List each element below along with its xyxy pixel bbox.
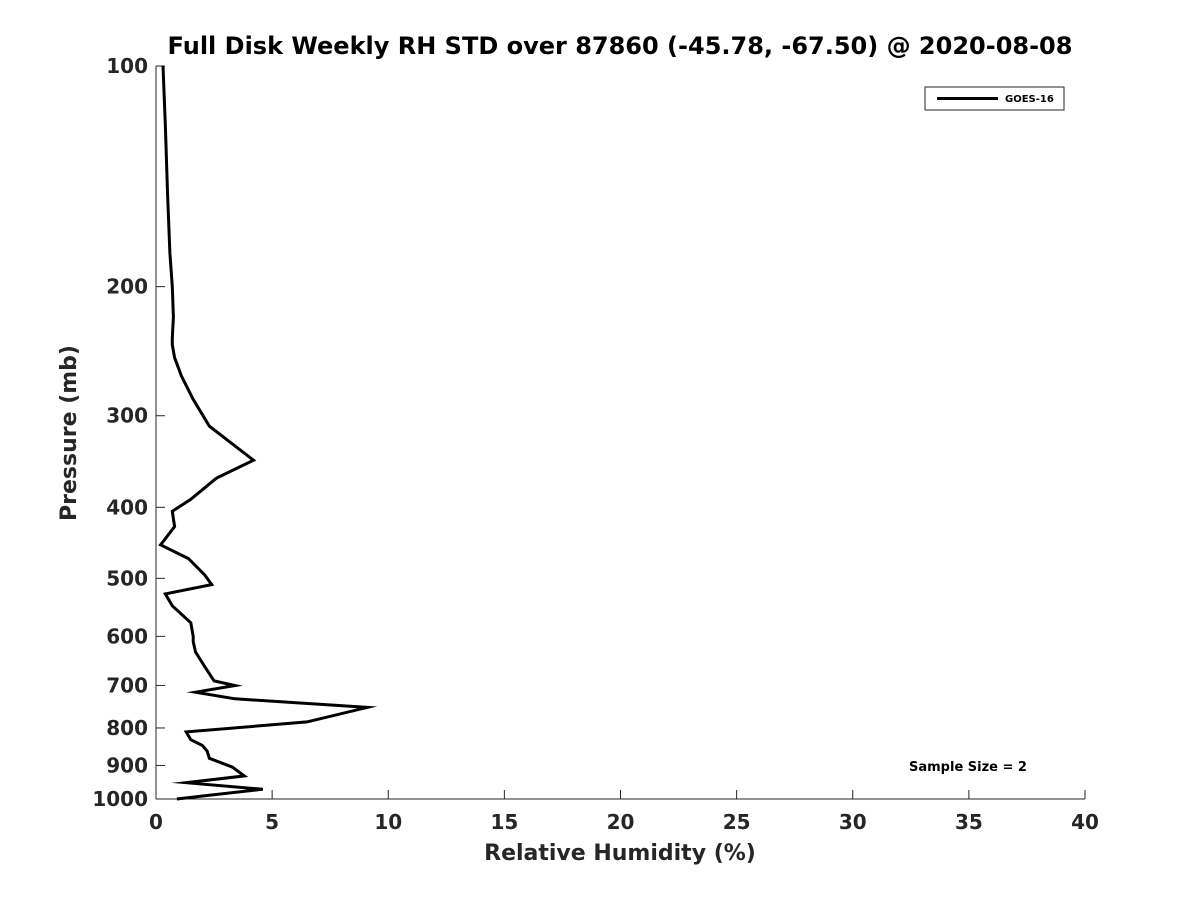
y-tick-label: 500 bbox=[106, 566, 148, 590]
x-axis-label: Relative Humidity (%) bbox=[484, 841, 756, 866]
y-tick-label: 400 bbox=[106, 495, 148, 519]
y-tick-label: 300 bbox=[106, 404, 148, 428]
series-line-goes-16 bbox=[158, 65, 378, 801]
x-tick-label: 15 bbox=[490, 810, 518, 834]
x-tick-label: 10 bbox=[374, 810, 402, 834]
x-tick-label: 25 bbox=[723, 810, 751, 834]
y-tick-label: 800 bbox=[106, 716, 148, 740]
x-tick-label: 35 bbox=[955, 810, 983, 834]
y-tick-label: 1000 bbox=[92, 787, 148, 811]
x-tick-label: 40 bbox=[1071, 810, 1099, 834]
sample-size-annotation: Sample Size = 2 bbox=[909, 760, 1027, 775]
y-tick-label: 700 bbox=[106, 673, 148, 697]
chart-title: Full Disk Weekly RH STD over 87860 (-45.… bbox=[168, 32, 1073, 60]
legend-label-goes16: GOES-16 bbox=[1005, 94, 1054, 105]
y-tick-label: 200 bbox=[106, 275, 148, 299]
plot-area: 0 5 10 15 20 25 30 35 40 100 200 300 400 500 600 700 800… bbox=[92, 54, 1099, 834]
x-tick-label: 20 bbox=[607, 810, 635, 834]
x-tick-label: 0 bbox=[149, 810, 163, 834]
y-tick-label: 600 bbox=[106, 624, 148, 648]
y-tick-label: 100 bbox=[106, 54, 148, 78]
y-tick-label: 900 bbox=[106, 753, 148, 777]
x-tick-label: 5 bbox=[265, 810, 279, 834]
x-tick-label: 30 bbox=[839, 810, 867, 834]
y-axis-label: Pressure (mb) bbox=[57, 345, 82, 521]
legend: GOES-16 bbox=[924, 86, 1065, 111]
